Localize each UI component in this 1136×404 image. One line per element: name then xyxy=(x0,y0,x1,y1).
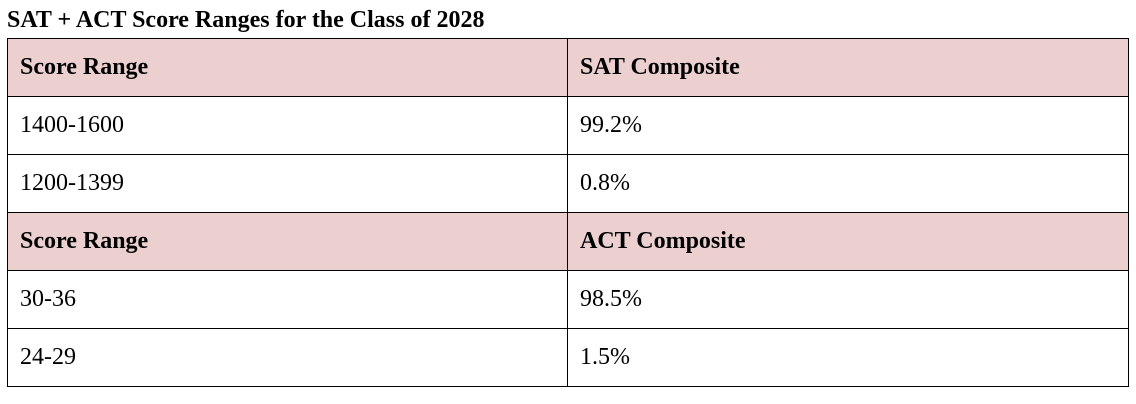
table-cell: 0.8% xyxy=(567,154,1129,213)
table-row: 30-36 98.5% xyxy=(7,270,1129,329)
header-row: Score Range SAT Composite xyxy=(7,38,1129,97)
score-table: Score Range SAT Composite 1400-1600 99.2% 12… xyxy=(7,38,1129,387)
table-cell: 1200-1399 xyxy=(7,154,568,213)
header-cell: ACT Composite xyxy=(567,212,1129,271)
table-cell: 1400-1600 xyxy=(7,96,568,155)
title: SAT + ACT Score Ranges for the Class of … xyxy=(7,7,485,33)
header-row: Score Range ACT Composite xyxy=(7,212,1129,271)
header-cell: Score Range xyxy=(7,38,568,97)
table-row: 1200-1399 0.8% xyxy=(7,154,1129,213)
table-row: 1400-1600 99.2% xyxy=(7,96,1129,155)
table-cell: 24-29 xyxy=(7,328,568,387)
table-cell: 30-36 xyxy=(7,270,568,329)
table-body: Score Range SAT Composite 1400-1600 99.2% 12… xyxy=(7,38,1129,387)
table-cell: 99.2% xyxy=(567,96,1129,155)
table-cell: 1.5% xyxy=(567,328,1129,387)
table-row: 24-29 1.5% xyxy=(7,328,1129,387)
table-cell: 98.5% xyxy=(567,270,1129,329)
header-cell: SAT Composite xyxy=(567,38,1129,97)
header-cell: Score Range xyxy=(7,212,568,271)
